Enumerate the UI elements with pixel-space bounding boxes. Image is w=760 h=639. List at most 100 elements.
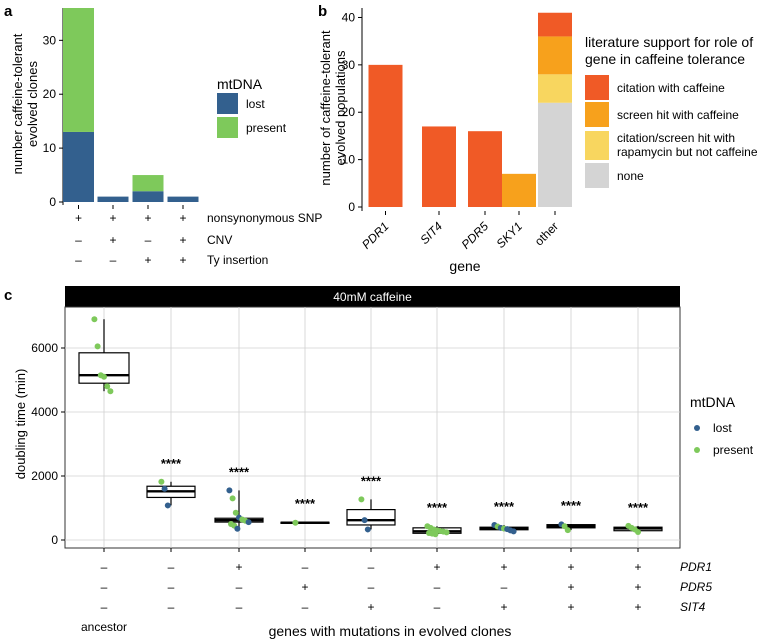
c-point-present xyxy=(158,478,165,485)
c-significance-label: **** xyxy=(295,496,316,511)
c-genotype-mark: – xyxy=(101,600,108,614)
a-genotype-mark: – xyxy=(75,233,82,247)
b-legend-swatch xyxy=(585,102,609,127)
c-significance-label: **** xyxy=(229,464,250,479)
c-point-lost xyxy=(364,526,371,533)
c-significance-label: **** xyxy=(427,500,448,515)
c-y-tick-label: 2000 xyxy=(31,469,58,483)
c-genotype-mark: – xyxy=(168,580,175,594)
a-genotype-mark: + xyxy=(75,211,82,225)
a-y-tick-label: 0 xyxy=(49,195,56,209)
a-legend-label: present xyxy=(246,121,287,135)
a-y-tick-label: 10 xyxy=(43,141,57,155)
b-y-tick-label: 40 xyxy=(342,10,356,24)
c-point-lost xyxy=(164,502,171,509)
c-legend-swatch-lost xyxy=(694,425,700,431)
a-y-tick-label: 20 xyxy=(43,87,57,101)
b-y-tick-label: 20 xyxy=(342,105,356,119)
a-bar-lost xyxy=(132,191,164,202)
panel-label-b: b xyxy=(318,3,327,20)
c-point-present xyxy=(292,519,299,526)
c-genotype-mark: – xyxy=(101,560,108,574)
a-legend-swatch-lost xyxy=(217,93,238,114)
a-genotype-label: nonsynonymous SNP xyxy=(207,211,322,225)
c-genotype-mark: – xyxy=(101,580,108,594)
c-point-present xyxy=(104,383,111,390)
b-legend-label: citation with caffeine xyxy=(617,81,725,95)
c-genotype-mark: – xyxy=(302,560,309,574)
c-genotype-mark: – xyxy=(434,600,441,614)
a-y-tick-label: 30 xyxy=(43,33,57,47)
a-genotype-mark: + xyxy=(179,253,186,267)
c-genotype-mark: – xyxy=(368,560,375,574)
a-genotype-mark: – xyxy=(110,253,117,267)
c-genotype-label: SIT4 xyxy=(680,600,706,614)
b-legend-swatch xyxy=(585,131,609,160)
c-y-axis-label: doubling time (min) xyxy=(13,369,28,480)
c-point-present xyxy=(232,509,239,516)
c-legend-title: mtDNA xyxy=(690,394,736,410)
c-genotype-mark: – xyxy=(236,580,243,594)
panel-b-chart: 0 10 20 30 40 PDR1 SIT4 PDR5 SKY1 other gene number… xyxy=(318,8,758,274)
c-ancestor-label: ancestor xyxy=(81,620,127,634)
c-genotype-mark: – xyxy=(302,600,309,614)
a-genotype-mark: – xyxy=(75,253,82,267)
c-genotype-mark: + xyxy=(634,600,641,614)
c-legend-label: lost xyxy=(713,421,732,435)
c-genotype-mark: + xyxy=(567,560,574,574)
c-genotype-mark: – xyxy=(434,580,441,594)
a-genotype-mark: + xyxy=(179,211,186,225)
c-point-present xyxy=(107,388,114,395)
b-bar-segment xyxy=(468,131,502,207)
c-legend-swatch-present xyxy=(694,447,700,453)
panel-label-a: a xyxy=(4,3,13,20)
c-point-present xyxy=(358,496,365,503)
c-facet-strip-label: 40mM caffeine xyxy=(333,290,412,304)
c-point-present xyxy=(432,531,439,538)
c-significance-label: **** xyxy=(628,500,649,515)
b-x-tick-label: other xyxy=(532,219,561,248)
b-legend-swatch xyxy=(585,75,609,100)
a-legend-label: lost xyxy=(246,97,265,111)
panel-label-c: c xyxy=(4,287,12,304)
c-point-present xyxy=(101,373,107,380)
a-y-axis-label: number caffeine-tolerantevolved clones xyxy=(10,33,40,174)
c-genotype-mark: + xyxy=(301,580,308,594)
b-y-tick-label: 30 xyxy=(342,58,356,72)
b-legend-label: none xyxy=(617,169,644,183)
c-point-present xyxy=(443,529,450,536)
c-genotype-mark: + xyxy=(500,600,507,614)
c-box xyxy=(78,352,130,384)
b-legend-label: citation/screen hit with rapamycin but no… xyxy=(617,131,758,159)
c-genotype-mark: + xyxy=(634,580,641,594)
c-facet-strip xyxy=(65,286,680,307)
c-y-tick-label: 4000 xyxy=(31,405,58,419)
c-legend-label: present xyxy=(713,443,754,457)
c-point-present xyxy=(635,529,641,535)
c-point-lost xyxy=(226,487,233,494)
b-bar-segment xyxy=(538,12,572,37)
c-genotype-mark: – xyxy=(236,600,243,614)
c-point-lost xyxy=(510,528,517,535)
a-genotype-mark: + xyxy=(109,233,116,247)
b-x-tick-label: PDR1 xyxy=(359,219,392,252)
c-x-axis-label: genes with mutations in evolved clones xyxy=(269,623,512,639)
b-y-axis-label: number of caffeine-tolerantevolved popul… xyxy=(318,30,348,186)
c-point-lost xyxy=(234,525,241,532)
a-bar-lost xyxy=(97,196,129,202)
a-genotype-mark: + xyxy=(144,253,151,267)
a-genotype-mark: + xyxy=(109,211,116,225)
c-genotype-label: PDR5 xyxy=(680,580,712,594)
c-genotype-mark: – xyxy=(168,560,175,574)
c-genotype-mark: + xyxy=(367,600,374,614)
b-bar-segment xyxy=(538,74,572,103)
b-y-tick-label: 10 xyxy=(342,153,356,167)
b-bar-segment xyxy=(422,126,456,207)
b-x-tick-label: PDR5 xyxy=(459,219,492,252)
b-x-axis-label: gene xyxy=(449,258,480,274)
b-legend-label: screen hit with caffeine xyxy=(617,108,739,122)
c-genotype-mark: – xyxy=(368,580,375,594)
